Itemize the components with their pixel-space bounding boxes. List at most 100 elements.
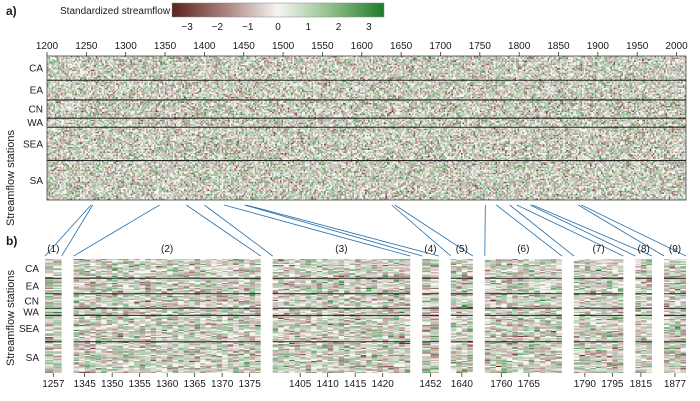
panel-a-cell xyxy=(560,58,562,60)
panel-a-cell xyxy=(162,59,164,61)
panel-a-cell xyxy=(365,59,367,61)
panel-a-cell xyxy=(607,61,609,63)
panel-a-cell xyxy=(530,58,532,60)
panel-a-cell xyxy=(151,59,153,61)
panel-a-cell xyxy=(461,58,463,60)
panel-a-cell xyxy=(518,61,520,63)
panel-a-cell xyxy=(181,58,183,60)
panel-a-cell xyxy=(214,59,216,61)
panel-a-cell xyxy=(447,58,449,60)
panel-a-cell xyxy=(212,61,214,63)
panel-a-cell xyxy=(648,58,650,60)
panel-a-cell xyxy=(385,61,387,63)
panel-a-cell xyxy=(398,59,400,61)
panel-a-cell xyxy=(148,58,150,60)
panel-a-cell xyxy=(263,58,265,60)
panel-a-cell xyxy=(374,61,376,63)
panel-a-cell xyxy=(123,62,125,64)
panel-a-cell xyxy=(123,61,125,63)
panel-a-cell xyxy=(434,58,436,60)
panel-a-cell xyxy=(82,62,84,64)
panel-a-cell xyxy=(634,61,636,63)
panel-a-cell xyxy=(141,59,143,61)
panel-a-cell xyxy=(170,58,172,60)
panel-a-cell xyxy=(563,59,565,61)
panel-a-cell xyxy=(466,61,468,63)
panel-a-cell xyxy=(132,58,134,60)
panel-a-cell xyxy=(304,59,306,61)
panel-a-cell xyxy=(628,61,630,63)
panel-a-cell xyxy=(168,61,170,63)
panel-a-cell xyxy=(451,61,453,63)
panel-a-cell xyxy=(263,59,265,61)
panel-a-cell xyxy=(648,59,650,61)
panel-a-cell xyxy=(499,61,501,63)
panel-a-cell xyxy=(329,61,331,63)
panel-a-cell xyxy=(491,59,493,61)
panel-a-cell xyxy=(145,59,147,61)
panel-a-cell xyxy=(97,58,99,60)
panel-a-cell xyxy=(173,58,175,60)
panel-a-cell xyxy=(335,61,337,63)
panel-a-cell xyxy=(655,58,657,60)
panel-a-cell xyxy=(548,59,550,61)
panel-a-cell xyxy=(614,58,616,60)
panel-a-cell xyxy=(159,61,161,63)
panel-a-cell xyxy=(297,61,299,63)
panel-a-cell xyxy=(77,61,79,63)
panel-a-cell xyxy=(414,58,416,60)
panel-a-cell xyxy=(326,61,328,63)
panel-a-cell xyxy=(499,59,501,61)
panel-a-cell xyxy=(197,61,199,63)
panel-a-cell xyxy=(327,61,329,63)
panel-a-cell xyxy=(601,58,603,60)
panel-a-cell xyxy=(496,61,498,63)
panel-a-cell xyxy=(176,59,178,61)
panel-a-cell xyxy=(396,61,398,63)
panel-a-cell xyxy=(348,58,350,60)
panel-a-cell xyxy=(667,58,669,60)
panel-a-cell xyxy=(236,61,238,63)
panel-a-cell xyxy=(137,59,139,61)
panel-a-cell xyxy=(307,61,309,63)
panel-a-cell xyxy=(574,59,576,61)
panel-a-cell xyxy=(412,58,414,60)
panel-a-cell xyxy=(621,59,623,61)
panel-a-cell xyxy=(447,59,449,61)
panel-a-cell xyxy=(488,58,490,60)
panel-a-cell xyxy=(225,59,227,61)
panel-a-cell xyxy=(108,59,110,61)
panel-a-cell xyxy=(208,61,210,63)
panel-a-cell xyxy=(385,59,387,61)
panel-a-cell xyxy=(425,59,427,61)
panel-a-cell xyxy=(588,61,590,63)
panel-a-cell xyxy=(525,61,527,63)
panel-a-cell xyxy=(637,58,639,60)
panel-a-cell xyxy=(270,58,272,60)
panel-a-cell xyxy=(267,61,269,63)
panel-a-cell xyxy=(477,58,479,60)
panel-a-cell xyxy=(400,59,402,61)
panel-a-cell xyxy=(283,58,285,60)
panel-a-cell xyxy=(190,58,192,60)
panel-a-cell xyxy=(480,59,482,61)
panel-a-cell xyxy=(110,61,112,63)
panel-a-cell xyxy=(557,61,559,63)
panel-a-cell xyxy=(52,59,54,61)
panel-a-cell xyxy=(433,58,435,60)
panel-a-cell xyxy=(666,58,668,60)
panel-a-cell xyxy=(69,58,71,60)
panel-a-cell xyxy=(88,62,90,64)
panel-a-cell xyxy=(110,62,112,64)
panel-a-cell xyxy=(58,58,60,60)
panel-a-cell xyxy=(596,58,598,60)
panel-a-cell xyxy=(481,61,483,63)
panel-a-cell xyxy=(294,58,296,60)
panel-a-cell xyxy=(217,59,219,61)
panel-a-cell xyxy=(656,61,658,63)
panel-a-cell xyxy=(601,61,603,63)
panel-a-cell xyxy=(440,61,442,63)
panel-a-cell xyxy=(141,58,143,60)
panel-a-cell xyxy=(248,61,250,63)
panel-a-cell xyxy=(458,58,460,60)
